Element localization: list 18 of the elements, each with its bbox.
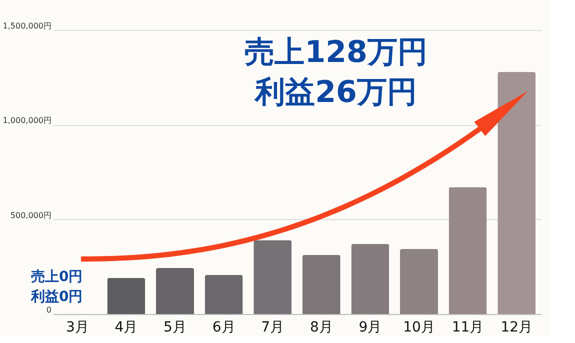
x-tick-label: 3月 xyxy=(66,320,89,336)
x-tick-label: 6月 xyxy=(212,320,236,336)
y-tick-label: 500,000円 xyxy=(10,210,52,220)
x-tick-label: 4月 xyxy=(114,320,138,336)
y-tick-label: 1,500,000円 xyxy=(2,22,52,30)
x-tick-label: 8月 xyxy=(310,320,333,336)
x-tick-label: 9月 xyxy=(358,320,382,336)
annotation: 利益0円 xyxy=(30,289,83,305)
x-tick-label: 12月 xyxy=(500,320,533,336)
y-tick-label: 0 xyxy=(46,306,52,314)
x-tick-label: 7月 xyxy=(261,320,284,336)
annotation: 利益26万円 xyxy=(254,75,417,110)
annotation: 売上0円 xyxy=(31,269,83,285)
annotation: 売上128万円 xyxy=(244,35,428,70)
y-tick-label: 1,000,000円 xyxy=(2,116,52,126)
x-tick-label: 11月 xyxy=(452,320,484,336)
x-tick-label: 10月 xyxy=(403,320,435,336)
x-tick-label: 5月 xyxy=(164,320,186,336)
